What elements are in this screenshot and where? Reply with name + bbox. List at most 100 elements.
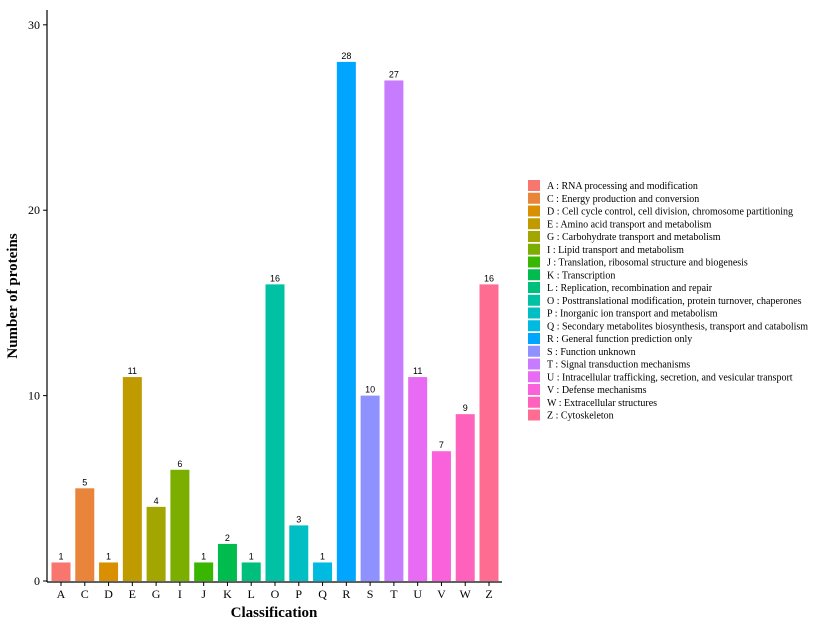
legend-swatch-L: [528, 282, 540, 293]
bar-U: [408, 377, 428, 581]
data-label-J: 1: [201, 551, 206, 561]
bar-O: [265, 284, 285, 581]
x-tick-label-W: W: [460, 587, 472, 601]
x-tick-label-E: E: [129, 587, 136, 601]
data-label-S: 10: [365, 385, 375, 395]
legend-swatch-E: [528, 218, 540, 230]
legend-swatch-C: [528, 192, 540, 204]
legend-label-A: A : RNA processing and modification: [547, 181, 698, 192]
x-tick-label-G: G: [152, 587, 161, 601]
bar-D: [99, 562, 119, 581]
legend-label-Q: Q : Secondary metabolites biosynthesis, …: [547, 321, 808, 332]
data-label-I: 6: [177, 459, 182, 469]
legend-label-E: E : Amino acid transport and metabolism: [547, 219, 712, 230]
bar-K: [217, 543, 237, 581]
legend-swatch-R: [528, 333, 540, 344]
legend-label-W: W : Extracellular structures: [547, 398, 657, 409]
bar-P: [289, 525, 309, 581]
bar-Q: [313, 562, 333, 581]
y-ticks: 0 10 20 30: [28, 18, 47, 588]
data-label-R: 28: [341, 51, 351, 61]
data-label-C: 5: [82, 477, 87, 487]
x-tick-label-O: O: [271, 587, 280, 601]
x-tick-label-Z: Z: [485, 587, 492, 601]
bar-E: [122, 377, 142, 581]
legend-swatch-P: [528, 307, 540, 319]
x-tick-label-K: K: [223, 587, 232, 601]
x-tick-label-T: T: [390, 587, 398, 601]
legend-label-S: S : Function unknown: [547, 347, 636, 358]
bar-T: [384, 80, 404, 581]
data-label-A: 1: [58, 551, 63, 561]
legend-label-R: R : General function prediction only: [547, 334, 692, 345]
legend-swatch-S: [528, 345, 540, 357]
legend-swatch-Z: [528, 409, 540, 421]
x-tick-label-R: R: [342, 587, 350, 601]
data-label-T: 27: [389, 69, 399, 79]
x-tick-label-L: L: [248, 587, 255, 601]
bar-Z: [479, 284, 499, 581]
x-tick-label-Q: Q: [318, 587, 327, 601]
data-label-D: 1: [106, 551, 111, 561]
legend-label-K: K : Transcription: [547, 270, 615, 281]
bar-L: [241, 562, 261, 581]
legend-label-Z: Z : Cytoskeleton: [547, 411, 614, 422]
x-axis-title: Classification: [231, 605, 318, 621]
y-tick-label: 0: [34, 574, 40, 588]
legend-label-J: J : Translation, ribosomal structure and…: [547, 258, 748, 269]
data-label-L: 1: [249, 551, 254, 561]
legend-swatch-K: [528, 269, 540, 281]
data-label-P: 3: [296, 514, 301, 524]
legend-swatch-J: [528, 256, 540, 268]
bar-R: [336, 61, 356, 581]
x-tick-label-A: A: [57, 587, 66, 601]
legend-swatch-G: [528, 231, 540, 242]
legend-swatch-U: [528, 371, 540, 383]
x-tick-label-D: D: [104, 587, 113, 601]
x-tick-label-U: U: [413, 587, 422, 601]
data-label-E: 11: [128, 366, 137, 376]
legend-label-L: L : Replication, recombination and repai…: [547, 283, 713, 294]
legend-swatch-O: [528, 294, 540, 306]
legend-label-T: T : Signal transduction mechanisms: [547, 360, 690, 371]
legend-swatch-D: [528, 205, 540, 217]
y-tick-label: 30: [28, 18, 40, 32]
y-tick-label: 10: [28, 389, 40, 403]
legend-label-P: P : Inorganic ion transport and metaboli…: [547, 309, 718, 320]
bar-W: [455, 414, 475, 581]
legend-swatch-I: [528, 243, 540, 255]
legend: A : RNA processing and modification C : E…: [528, 180, 808, 422]
legend-swatch-Q: [528, 320, 540, 332]
data-label-V: 7: [439, 440, 444, 450]
data-label-Q: 1: [320, 551, 325, 561]
bar-V: [431, 451, 451, 581]
data-label-O: 16: [270, 273, 280, 283]
legend-label-O: O : Posttranslational modification, prot…: [547, 296, 802, 307]
legend-swatch-A: [528, 180, 540, 191]
y-tick-label: 20: [28, 203, 40, 217]
legend-label-D: D : Cell cycle control, cell division, c…: [547, 207, 793, 218]
legend-label-G: G : Carbohydrate transport and metabolis…: [547, 232, 721, 243]
legend-swatch-T: [528, 358, 540, 370]
data-label-Z: 16: [484, 273, 494, 283]
legend-swatch-W: [528, 396, 540, 408]
bar-A: [51, 562, 71, 581]
legend-label-C: C : Energy production and conversion: [547, 194, 699, 205]
bar-C: [75, 488, 95, 581]
data-label-U: 11: [413, 366, 422, 376]
legend-label-U: U : Intracellular trafficking, secretion…: [547, 372, 793, 383]
legend-label-V: V : Defense mechanisms: [547, 385, 647, 396]
bar-I: [170, 469, 190, 581]
x-tick-label-J: J: [201, 587, 206, 601]
x-tick-label-P: P: [295, 587, 302, 601]
bar-G: [146, 506, 166, 581]
x-tick-label-S: S: [367, 587, 374, 601]
bar-S: [360, 395, 380, 581]
legend-label-I: I : Lipid transport and metabolism: [547, 245, 684, 256]
bar-J: [194, 562, 214, 581]
data-label-G: 4: [154, 496, 159, 506]
data-label-W: 9: [463, 403, 468, 413]
